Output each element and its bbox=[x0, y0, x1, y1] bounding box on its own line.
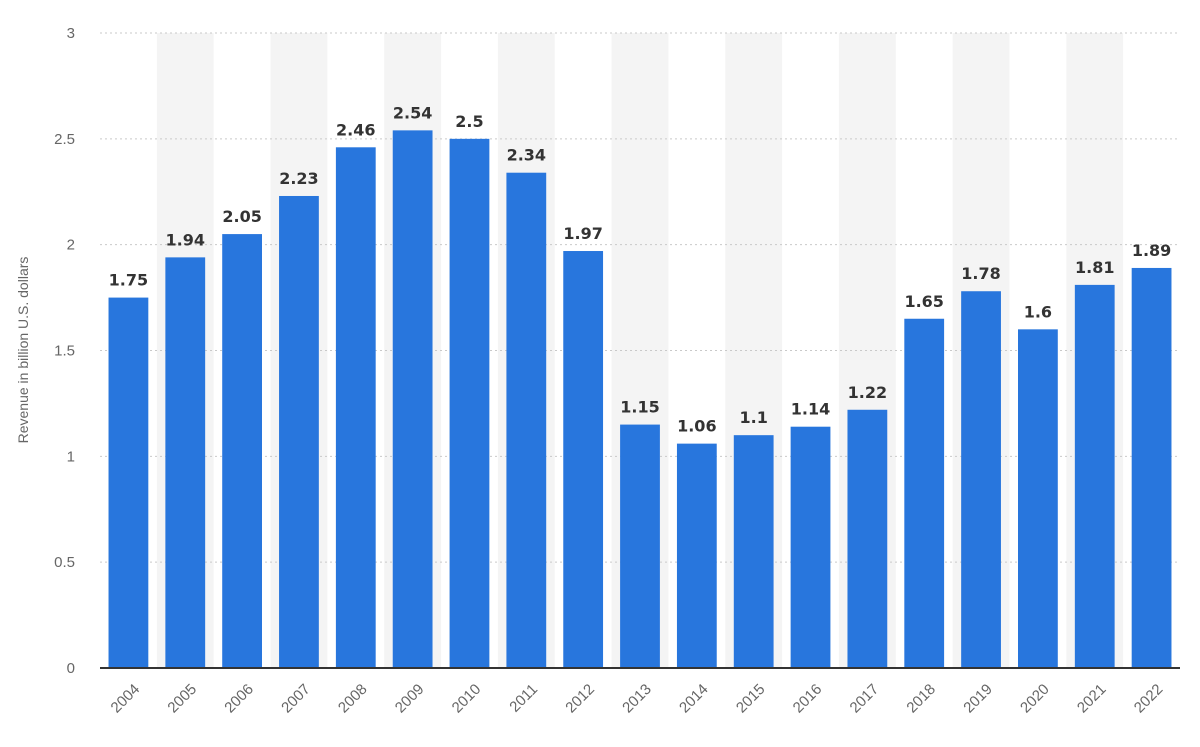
bar bbox=[279, 195, 319, 668]
bar bbox=[904, 318, 945, 668]
data-label: 1.14 bbox=[791, 400, 830, 419]
bars bbox=[108, 130, 1172, 669]
x-tick-label: 2020 bbox=[1017, 681, 1053, 717]
x-tick-label: 2005 bbox=[164, 681, 200, 717]
x-tick-label: 2017 bbox=[847, 681, 883, 717]
data-label: 1.97 bbox=[563, 224, 602, 243]
data-label: 1.89 bbox=[1132, 241, 1171, 260]
x-tick-label: 2016 bbox=[790, 681, 826, 717]
bar bbox=[1074, 284, 1115, 668]
data-label: 1.65 bbox=[904, 292, 943, 311]
data-label: 1.1 bbox=[740, 408, 768, 427]
y-axis-label: Revenue in billion U.S. dollars bbox=[15, 257, 31, 444]
bar bbox=[620, 424, 660, 668]
bar bbox=[506, 172, 547, 668]
data-label: 2.23 bbox=[279, 169, 318, 188]
data-label: 1.22 bbox=[848, 383, 887, 402]
x-tick-label: 2010 bbox=[449, 681, 485, 717]
bar bbox=[1018, 329, 1058, 668]
data-labels: 1.75 1.94 2.05 2.23 2.46 2.54 2.5 2.34 1.97 1.15 1… bbox=[109, 103, 1172, 435]
x-tick-label: 2009 bbox=[392, 681, 428, 717]
data-label: 1.81 bbox=[1075, 258, 1114, 277]
bar bbox=[165, 257, 206, 668]
x-axis-ticks: 2004 2005 2006 2007 2008 2009 2010 2011 2012 2013… bbox=[108, 681, 1167, 717]
x-tick-label: 2022 bbox=[1131, 681, 1167, 717]
x-tick-label: 2015 bbox=[733, 681, 769, 717]
data-label: 1.06 bbox=[677, 417, 716, 436]
bar bbox=[733, 435, 774, 668]
y-axis-ticks: 0 0.5 1 1.5 2 2.5 3 bbox=[54, 25, 75, 677]
bar bbox=[563, 251, 604, 668]
bar bbox=[676, 443, 717, 668]
bar bbox=[1131, 267, 1172, 668]
x-tick-label: 2018 bbox=[903, 681, 939, 717]
bar bbox=[790, 426, 831, 668]
data-label: 1.75 bbox=[109, 271, 148, 290]
data-label: 2.46 bbox=[336, 120, 375, 139]
y-tick-label: 0.5 bbox=[54, 554, 75, 571]
y-tick-label: 2.5 bbox=[54, 131, 75, 148]
bar bbox=[961, 291, 1001, 668]
y-tick-label: 1 bbox=[67, 448, 75, 465]
data-label: 1.15 bbox=[620, 398, 659, 417]
bar bbox=[392, 130, 433, 668]
data-label: 2.34 bbox=[507, 146, 546, 165]
y-tick-label: 2 bbox=[67, 237, 75, 254]
data-label: 1.6 bbox=[1024, 302, 1052, 321]
x-tick-label: 2012 bbox=[562, 681, 598, 717]
bar bbox=[108, 297, 149, 668]
x-tick-label: 2013 bbox=[619, 681, 655, 717]
x-tick-label: 2008 bbox=[335, 681, 371, 717]
bar bbox=[335, 147, 376, 669]
bar bbox=[449, 138, 490, 669]
data-label: 1.78 bbox=[961, 264, 1000, 283]
y-tick-label: 3 bbox=[67, 25, 75, 42]
x-tick-label: 2011 bbox=[506, 681, 541, 716]
data-label: 2.54 bbox=[393, 103, 432, 122]
x-tick-label: 2004 bbox=[108, 681, 144, 717]
y-tick-label: 1.5 bbox=[54, 343, 75, 360]
x-tick-label: 2014 bbox=[676, 681, 712, 717]
data-label: 2.05 bbox=[222, 207, 261, 226]
y-tick-label: 0 bbox=[67, 660, 75, 677]
bar bbox=[222, 234, 262, 669]
x-tick-label: 2021 bbox=[1074, 681, 1110, 717]
data-label: 1.94 bbox=[166, 230, 205, 249]
bar bbox=[847, 409, 888, 668]
data-label: 2.5 bbox=[455, 112, 483, 131]
x-tick-label: 2006 bbox=[221, 681, 257, 717]
x-tick-label: 2019 bbox=[960, 681, 996, 717]
x-tick-label: 2007 bbox=[278, 681, 314, 717]
